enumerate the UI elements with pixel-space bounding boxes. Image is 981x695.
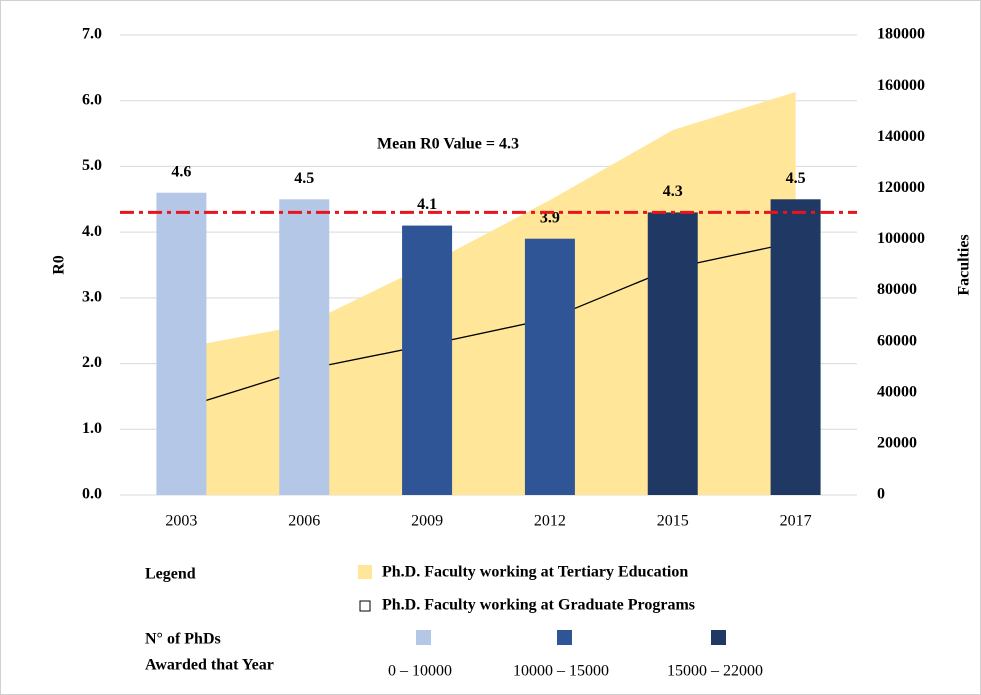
y-tick-label: 2.0 bbox=[82, 354, 102, 371]
y2-tick-label: 80000 bbox=[877, 281, 917, 298]
y2-tick-label: 100000 bbox=[877, 230, 925, 247]
y2-tick-label: 0 bbox=[877, 486, 885, 503]
color-legend-swatch bbox=[416, 630, 431, 645]
bar bbox=[647, 212, 698, 495]
y2-tick-label: 160000 bbox=[877, 77, 925, 94]
y-tick-label: 7.0 bbox=[82, 26, 102, 43]
bar bbox=[524, 238, 575, 495]
area bbox=[181, 91, 796, 495]
x-tick-label: 2009 bbox=[411, 513, 443, 530]
bar bbox=[156, 192, 207, 495]
annotation: Mean R0 Value = 4.3 bbox=[377, 136, 519, 153]
y-axis-label: R0 bbox=[51, 255, 68, 275]
y2-tick-label: 20000 bbox=[877, 435, 917, 452]
y2-tick-label: 140000 bbox=[877, 128, 925, 145]
legend-label: Ph.D. Faculty working at Tertiary Educat… bbox=[382, 564, 688, 581]
x-tick-label: 2015 bbox=[657, 513, 689, 530]
y2-tick-label: 60000 bbox=[877, 332, 917, 349]
y-tick-label: 6.0 bbox=[82, 91, 102, 108]
y2-tick-label: 180000 bbox=[877, 26, 925, 43]
legend-label: Ph.D. Faculty working at Graduate Progra… bbox=[382, 597, 695, 614]
value-label: 4.6 bbox=[171, 163, 191, 180]
legend-swatch bbox=[358, 565, 372, 579]
y2-axis-label: Faculties bbox=[956, 234, 973, 295]
y2-tick-label: 40000 bbox=[877, 383, 917, 400]
color-legend-swatch bbox=[557, 630, 572, 645]
value-label: 4.5 bbox=[294, 170, 314, 187]
legend-swatch bbox=[359, 600, 371, 612]
value-label: 4.5 bbox=[786, 170, 806, 187]
x-tick-label: 2012 bbox=[534, 513, 566, 530]
x-tick-label: 2003 bbox=[165, 513, 197, 530]
y-tick-label: 3.0 bbox=[82, 289, 102, 306]
x-tick-label: 2006 bbox=[288, 513, 320, 530]
color-legend-label: 15000 – 22000 bbox=[667, 663, 763, 680]
bar bbox=[279, 199, 330, 496]
y-tick-label: 4.0 bbox=[82, 223, 102, 240]
color-legend-swatch bbox=[711, 630, 726, 645]
bar bbox=[770, 199, 821, 496]
value-label: 4.3 bbox=[663, 183, 683, 200]
x-tick-label: 2017 bbox=[780, 513, 812, 530]
color-legend-title: N° of PhDs bbox=[145, 631, 221, 648]
value-label: 4.1 bbox=[417, 196, 437, 213]
y-tick-label: 5.0 bbox=[82, 157, 102, 174]
color-legend-title: Awarded that Year bbox=[145, 657, 274, 674]
y-tick-label: 0.0 bbox=[82, 486, 102, 503]
y-tick-label: 1.0 bbox=[82, 420, 102, 437]
color-legend-label: 0 – 10000 bbox=[388, 663, 452, 680]
bar bbox=[402, 225, 453, 496]
color-legend-label: 10000 – 15000 bbox=[513, 663, 609, 680]
y2-tick-label: 120000 bbox=[877, 179, 925, 196]
legend-title: Legend bbox=[145, 566, 196, 583]
